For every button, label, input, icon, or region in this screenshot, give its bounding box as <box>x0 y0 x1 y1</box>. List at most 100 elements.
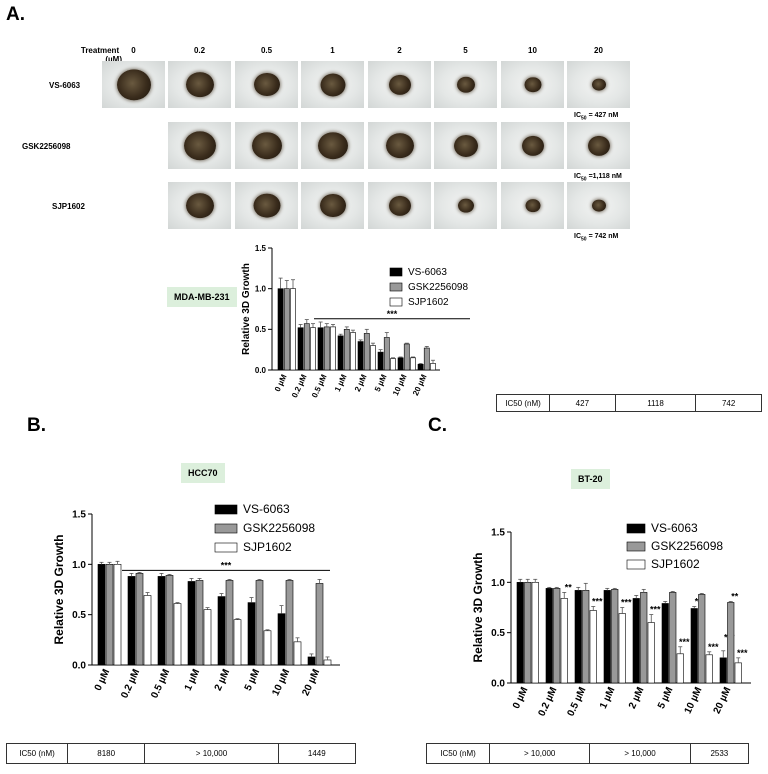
ic50-prefix: IC <box>574 173 581 180</box>
bar <box>165 575 174 666</box>
bar <box>423 347 430 371</box>
bar <box>647 622 655 684</box>
x-tick-label: 5 µM <box>243 668 262 693</box>
spheroid-blob <box>591 199 606 212</box>
ic50-table-hcc70: IC50 (nM) 8180 > 10,000 1449 <box>6 743 357 764</box>
spheroid-blob <box>253 193 280 218</box>
legend-label: VS-6063 <box>651 521 698 535</box>
x-tick-label: 20 µM <box>300 668 322 698</box>
ic50-note: IC50 = 427 nM <box>574 112 618 121</box>
spheroid-blob <box>251 131 282 160</box>
bar <box>247 602 256 666</box>
y-axis-label: Relative 3D Growth <box>52 534 66 644</box>
bar <box>430 363 436 371</box>
ic50-note-value: =1,118 nM <box>588 173 622 180</box>
legend-swatch <box>214 542 238 553</box>
x-tick-label: 10 µM <box>270 668 292 698</box>
bar <box>113 564 122 666</box>
concentration-header: 20 <box>594 46 603 55</box>
legend-swatch <box>626 559 646 570</box>
y-tick-label: 1.0 <box>491 578 505 589</box>
spheroid-image <box>368 182 431 229</box>
spheroid-image <box>434 61 497 108</box>
x-tick-label: 0.5 µM <box>565 686 588 719</box>
bar <box>727 602 735 684</box>
chart-mda-mb-231: 0.0 0.5 1.0 1.5 Relative 3D Growth 0 µM 0.2 µM… <box>241 244 470 399</box>
y-tick-label: 0.0 <box>72 661 86 672</box>
spheroid-image <box>235 61 298 108</box>
bar <box>233 619 242 666</box>
ic50-table-mda: IC50 (nM) 427 1118 742 <box>496 394 762 412</box>
bar <box>173 603 182 666</box>
y-tick-label: 0.5 <box>72 610 86 621</box>
panel-label-c: C. <box>428 415 447 436</box>
bar <box>403 343 410 371</box>
bar <box>417 364 424 371</box>
bar <box>263 630 272 666</box>
panel-label-b: B. <box>27 415 46 436</box>
bar <box>315 583 324 666</box>
treatment-label-line1: Treatment <box>80 46 120 55</box>
bar <box>524 582 532 684</box>
ic50-value-sjp: 1449 <box>277 743 357 764</box>
significance-mark: *** <box>592 596 603 606</box>
y-tick-label: 0.0 <box>255 366 267 375</box>
x-tick-label: 20 µM <box>712 686 734 716</box>
legend-label: VS-6063 <box>243 502 290 516</box>
x-tick-label: 10 µM <box>683 686 705 716</box>
y-tick-label: 0.5 <box>491 628 505 639</box>
spheroid-image <box>301 61 364 108</box>
legend-swatch <box>389 297 403 307</box>
significance-mark: *** <box>650 605 661 615</box>
bar <box>303 323 310 371</box>
bar <box>589 610 597 684</box>
bar <box>357 341 364 371</box>
bar <box>390 358 396 371</box>
bar <box>290 288 296 371</box>
treatment-label-line2: (µM) <box>105 55 122 64</box>
bar <box>516 582 524 684</box>
bar <box>676 653 684 684</box>
legend-label: SJP1602 <box>651 557 700 571</box>
x-tick-label: 0 µM <box>93 668 112 693</box>
x-tick-label: 1 µM <box>333 373 349 393</box>
bar <box>195 580 204 666</box>
legend-label: SJP1602 <box>408 297 449 308</box>
spheroid-blob <box>185 71 214 98</box>
bar <box>225 580 234 666</box>
spheroid-blob <box>317 131 348 160</box>
bar <box>603 590 611 684</box>
ic50-subscript: 50 <box>581 236 587 243</box>
bar <box>661 603 669 684</box>
x-tick-label: 1 µM <box>183 668 202 693</box>
x-tick-label: 5 µM <box>656 686 675 711</box>
y-tick-label: 1.5 <box>255 244 267 253</box>
spheroid-image <box>567 182 630 229</box>
ic50-table-header: IC50 (nM) <box>6 743 68 764</box>
spheroid-blob <box>385 132 414 159</box>
y-tick-label: 1.5 <box>72 510 86 521</box>
spheroid-image <box>168 61 231 108</box>
legend-label: GSK2256098 <box>408 282 468 293</box>
bar <box>297 327 304 371</box>
bar <box>640 592 648 684</box>
spheroid-blob <box>253 72 280 97</box>
spheroid-blob <box>524 76 541 93</box>
significance-stars: *** <box>387 309 398 319</box>
spheroid-blob <box>525 198 540 213</box>
bar <box>698 594 706 684</box>
bar <box>293 641 302 666</box>
y-tick-label: 1.0 <box>255 284 267 293</box>
spheroid-image <box>235 182 298 229</box>
spheroid-image <box>235 122 298 169</box>
ic50-value-vs: 427 <box>549 394 616 412</box>
spheroid-image <box>102 61 165 108</box>
legend-label: SJP1602 <box>243 540 292 554</box>
significance-mark: *** <box>621 598 632 608</box>
legend-swatch <box>389 282 403 292</box>
bar <box>127 576 136 666</box>
ic50-value-sjp: 2533 <box>689 743 750 764</box>
bar <box>283 288 290 371</box>
legend-label: VS-6063 <box>408 267 447 278</box>
x-tick-label: 20 µM <box>411 373 429 397</box>
